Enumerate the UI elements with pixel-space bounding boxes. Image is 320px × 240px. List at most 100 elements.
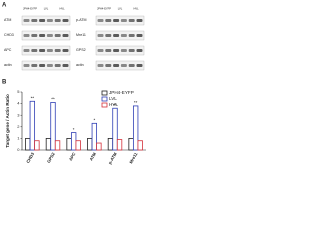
x-tick-label: p-ATM (107, 151, 118, 165)
legend-swatch (101, 102, 108, 108)
blot-band (120, 34, 127, 37)
blot-band (113, 49, 120, 52)
blot-row-label: actin (4, 63, 12, 67)
bar (96, 142, 102, 151)
blot-band (136, 49, 143, 52)
blot-band (136, 19, 143, 22)
bar (112, 107, 118, 151)
blot-band (54, 19, 61, 22)
bar (45, 137, 52, 151)
y-tick-label: 2 (17, 124, 20, 129)
blot-strip (21, 45, 71, 56)
blot-band (97, 19, 104, 22)
blot-row-label: Mre11 (76, 33, 86, 37)
bar (137, 140, 143, 151)
annotation: ** (51, 97, 55, 102)
legend-swatch (101, 90, 108, 96)
bar (34, 140, 40, 151)
blot-band (113, 19, 120, 22)
legend-label: LVL (109, 96, 117, 101)
y-tick-label: 1 (17, 135, 20, 140)
blot-header: HVL (133, 7, 139, 11)
blot-band (23, 49, 30, 52)
blot-band (136, 64, 143, 67)
panel-label: B (2, 80, 7, 86)
blot-band (128, 19, 135, 22)
blot-band (39, 49, 46, 52)
blot-header: LVL (118, 7, 123, 11)
annotation: ** (113, 102, 117, 107)
blot-band (128, 64, 135, 67)
blot-band (62, 64, 69, 67)
bar (132, 105, 139, 151)
bar (54, 140, 61, 151)
bar (50, 102, 56, 151)
annotation: * (73, 127, 75, 132)
blot-band (46, 34, 53, 37)
blot-row-label: GPS2 (76, 48, 86, 52)
blot-band (46, 64, 53, 67)
y-axis-label: Target gene / Actin Ratio (5, 94, 10, 148)
blot-band (105, 49, 112, 52)
y-tick-label: 3 (17, 112, 20, 117)
blot-band (39, 34, 46, 37)
blot-strip (95, 60, 145, 71)
bar (66, 137, 72, 151)
blot-band (39, 64, 46, 67)
bar (116, 139, 123, 151)
panel-label: A (2, 3, 7, 9)
blot-row-label: CHD3 (4, 33, 14, 37)
blot-band (97, 34, 104, 37)
blot-band (54, 49, 61, 52)
annotation: ** (134, 100, 138, 105)
bar (75, 140, 81, 151)
blot-header: JPH4-EYFP (97, 7, 111, 11)
blot-band (23, 19, 30, 22)
blot-band (54, 34, 61, 37)
blot-band (120, 49, 127, 52)
blot-band (97, 64, 104, 67)
bar (91, 122, 98, 151)
blot-band (31, 19, 38, 22)
blot-strip (95, 15, 145, 26)
blot-strip (95, 45, 145, 56)
bar (87, 137, 93, 151)
y-tick-label: 5 (17, 89, 20, 94)
bar (25, 137, 31, 151)
annotation: * (93, 118, 95, 123)
blot-header: JPH4-EYFP (23, 7, 37, 11)
blot-row-label: ATM (4, 18, 11, 22)
blot-strip (21, 30, 71, 41)
x-tick-label: Mre11 (128, 151, 139, 164)
blot-band (120, 19, 127, 22)
blot-row-label: actin (76, 63, 84, 67)
blot-band (128, 34, 135, 37)
blot-strip (21, 15, 71, 26)
blot-band (136, 34, 143, 37)
legend-label: JPH4-EYFP (109, 90, 134, 95)
figure: A B JPH4-EYFP LVL HVLATMCHD3APCactinJPH4-E… (2, 3, 146, 165)
blot-band (105, 19, 112, 22)
blot-band (105, 34, 112, 37)
legend-swatch (101, 96, 108, 102)
blot-band (54, 64, 61, 67)
blot-header: HVL (59, 7, 65, 11)
blot-band (31, 64, 38, 67)
blot-band (105, 64, 112, 67)
y-tick-label: 0 (17, 147, 20, 152)
blot-band (62, 34, 69, 37)
blot-band (62, 49, 69, 52)
blot-band (128, 49, 135, 52)
blot-header: LVL (44, 7, 49, 11)
legend-label: HVL (109, 102, 118, 107)
x-tick-label: CHD3 (25, 151, 35, 164)
bar (107, 137, 114, 151)
blot-band (120, 64, 127, 67)
blot-band (31, 49, 38, 52)
blot-band (31, 34, 38, 37)
bar (70, 132, 77, 151)
blot-band (39, 19, 46, 22)
blot-band (97, 49, 104, 52)
x-tick-label: GPS2 (46, 151, 56, 164)
blot-strip (21, 60, 71, 71)
